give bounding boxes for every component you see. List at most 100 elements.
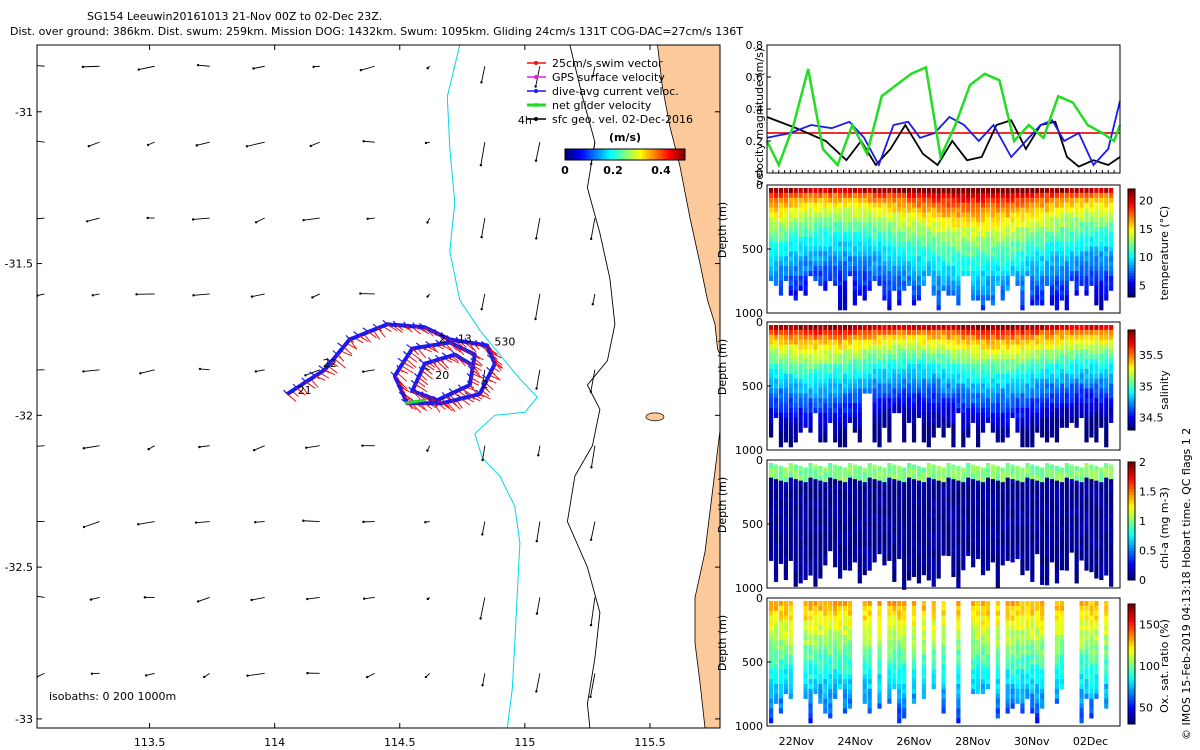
colorbar-swatch xyxy=(657,149,660,160)
section-sample xyxy=(931,503,936,509)
section-sample xyxy=(1049,202,1055,208)
section-sample xyxy=(907,497,912,503)
section-sample xyxy=(951,488,956,495)
section-sample xyxy=(1005,256,1010,262)
section-sample xyxy=(803,487,808,493)
section-sample xyxy=(828,188,833,194)
section-sample xyxy=(1054,407,1060,414)
section-sample xyxy=(1094,432,1099,438)
sfc-geo-vel-arrowhead xyxy=(534,159,538,162)
section-sample xyxy=(956,470,961,477)
sfc-geo-vel-arrow xyxy=(246,141,265,147)
section-sample xyxy=(1049,378,1055,384)
section-sample xyxy=(1109,192,1114,199)
section-sample xyxy=(956,383,961,389)
section-sample xyxy=(783,349,788,355)
colorbar-swatch xyxy=(623,149,626,160)
section-sample xyxy=(862,241,867,247)
section-sample xyxy=(941,329,946,336)
section-sample xyxy=(783,197,788,203)
section-sample xyxy=(931,329,936,336)
section-sample xyxy=(907,207,912,213)
section-sample xyxy=(1084,231,1089,238)
section-sample xyxy=(788,202,793,208)
swim-vector xyxy=(358,335,364,340)
section-sample xyxy=(990,488,995,495)
section-sample xyxy=(1030,222,1035,228)
section-sample xyxy=(887,290,892,296)
section-sample xyxy=(1064,364,1069,370)
section-sample xyxy=(1020,246,1025,252)
section-sample xyxy=(887,516,892,522)
section-sample xyxy=(966,467,971,474)
section-sample xyxy=(1030,275,1035,282)
section-sample xyxy=(1025,412,1030,419)
section-sample xyxy=(966,270,971,277)
section-sample xyxy=(1015,398,1020,404)
section-sample xyxy=(892,329,897,336)
section-sample xyxy=(803,550,808,556)
section-sample xyxy=(961,339,966,345)
section-sample xyxy=(926,487,931,493)
section-sample xyxy=(877,227,882,233)
section-sample xyxy=(916,207,922,213)
section-sample xyxy=(1089,329,1094,336)
section-sample xyxy=(961,270,966,277)
section-sample xyxy=(1049,212,1055,218)
colorbar-swatch xyxy=(681,149,684,160)
colorbar-swatch xyxy=(641,149,644,160)
section-sample xyxy=(1089,393,1094,399)
section-sample xyxy=(1054,285,1060,291)
section-sample xyxy=(892,207,897,213)
section-sample xyxy=(828,472,833,478)
current-vector xyxy=(434,329,438,334)
section-sample xyxy=(823,555,828,561)
section-sample xyxy=(877,349,882,355)
section-sample xyxy=(808,526,813,532)
section-sample xyxy=(966,531,971,537)
section-sample xyxy=(990,217,995,223)
section-sample xyxy=(911,503,917,509)
section-sample xyxy=(1059,275,1064,282)
section-sample xyxy=(793,503,798,509)
section-sample xyxy=(936,227,941,233)
section-sample xyxy=(892,388,897,394)
section-sample xyxy=(788,270,793,277)
section-sample xyxy=(1104,329,1109,336)
section-sample xyxy=(966,197,971,203)
section-sample xyxy=(995,236,1000,242)
section-sample xyxy=(788,354,793,360)
section-sample xyxy=(1074,236,1079,242)
section-sample xyxy=(1049,207,1055,213)
sfc-geo-vel-arrowhead xyxy=(302,218,305,222)
section-sample xyxy=(833,280,838,286)
section-sample xyxy=(852,488,857,495)
current-vector xyxy=(353,331,360,337)
section-sample xyxy=(773,479,779,485)
section-sample xyxy=(773,532,779,539)
section-sample xyxy=(946,521,951,527)
colorbar-swatch xyxy=(683,149,686,160)
section-sample xyxy=(1099,398,1104,404)
section-sample xyxy=(813,518,818,524)
section-sample xyxy=(921,432,926,438)
section-sample xyxy=(980,329,986,336)
section-sample xyxy=(931,270,936,277)
section-sample xyxy=(966,497,971,503)
section-sample xyxy=(897,466,902,472)
section-sample xyxy=(877,207,882,213)
section-sample xyxy=(1089,246,1094,252)
section-sample xyxy=(1035,212,1040,218)
section-sample xyxy=(990,344,995,350)
section-sample xyxy=(892,557,897,563)
section-sample xyxy=(1015,403,1020,409)
section-sample xyxy=(1054,295,1060,301)
section-sample xyxy=(808,241,813,247)
section-sample xyxy=(926,477,931,483)
section-sample xyxy=(1000,368,1005,375)
section-sample xyxy=(1025,354,1030,360)
section-sample xyxy=(931,493,936,499)
section-sample xyxy=(1000,344,1005,350)
section-sample xyxy=(936,509,941,516)
section-sample xyxy=(847,511,853,517)
